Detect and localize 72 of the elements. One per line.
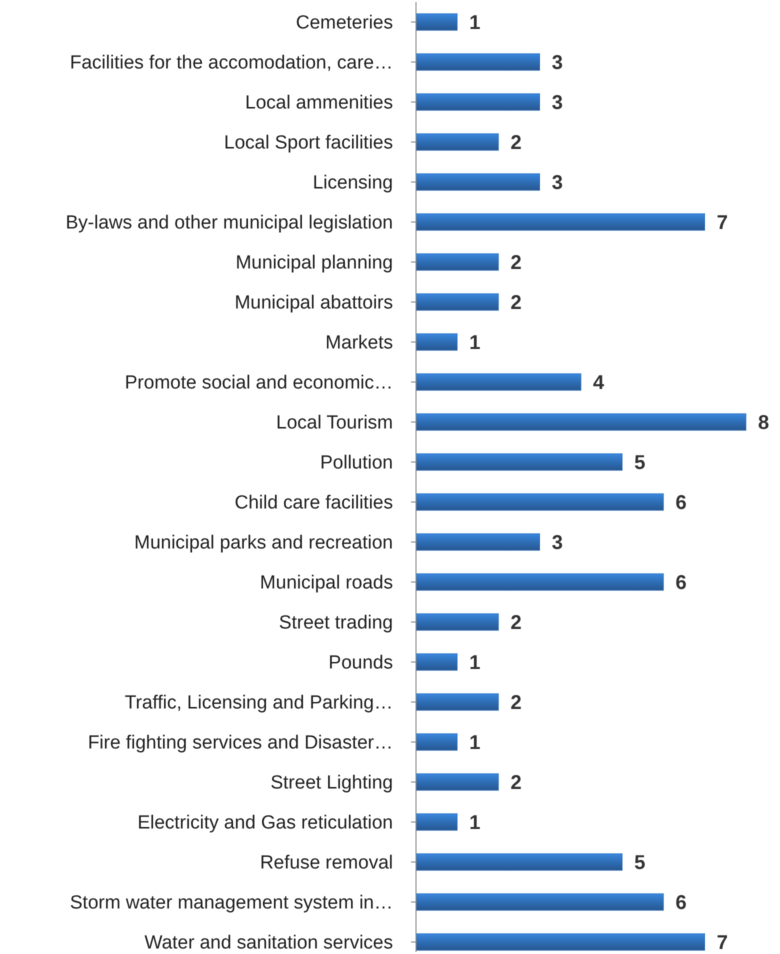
bar	[416, 933, 705, 951]
data-label: 3	[552, 52, 563, 74]
y-tick-label: Refuse removal	[260, 852, 393, 874]
y-tick-label: Child care facilities	[234, 492, 393, 514]
bar	[416, 453, 622, 471]
y-tick-label: Local ammenities	[245, 92, 393, 114]
y-tick-label: Cemeteries	[296, 12, 393, 34]
data-label: 4	[593, 372, 605, 394]
y-tick-label: Water and sanitation services	[144, 932, 393, 954]
data-label: 1	[469, 332, 480, 354]
data-label: 5	[634, 852, 646, 874]
y-tick-label: Municipal parks and recreation	[134, 532, 393, 554]
bar	[416, 693, 499, 711]
data-label: 7	[716, 212, 728, 234]
bar	[416, 813, 458, 831]
bar	[416, 373, 582, 391]
data-label: 2	[510, 772, 522, 794]
y-tick-label: Storm water management system in…	[70, 892, 393, 914]
data-label: 1	[469, 652, 480, 674]
data-label: 2	[510, 612, 522, 634]
y-tick-label: Pounds	[328, 652, 393, 674]
data-label: 3	[552, 532, 563, 554]
bar	[416, 493, 664, 511]
data-label: 6	[676, 572, 687, 594]
bar	[416, 853, 622, 871]
data-label: 2	[510, 252, 522, 274]
bar	[416, 133, 499, 151]
data-label: 2	[510, 132, 522, 154]
y-tick-label: Street Lighting	[270, 772, 393, 794]
data-label: 6	[676, 492, 687, 514]
y-tick-label: Licensing	[312, 172, 393, 194]
bar	[416, 613, 499, 631]
y-tick-label: Municipal abattoirs	[234, 292, 393, 314]
y-tick-label: Traffic, Licensing and Parking…	[124, 692, 393, 714]
data-label: 3	[552, 172, 563, 194]
bar	[416, 13, 458, 31]
bar	[416, 53, 540, 71]
data-label: 5	[634, 452, 646, 474]
y-tick-label: Electricity and Gas reticulation	[137, 812, 393, 834]
bar	[416, 733, 458, 751]
bar	[416, 893, 664, 911]
bar	[416, 653, 458, 671]
bar	[416, 173, 540, 191]
y-tick-label: By-laws and other municipal legislation	[66, 212, 393, 234]
bar	[416, 533, 540, 551]
data-label: 3	[552, 92, 563, 114]
y-tick-label: Markets	[325, 332, 393, 354]
data-label: 1	[469, 12, 480, 34]
y-tick-label: Promote social and economic…	[124, 372, 393, 394]
y-tick-label: Fire fighting services and Disaster…	[88, 732, 393, 754]
y-tick-label: Local Sport facilities	[224, 132, 393, 154]
data-label: 1	[469, 812, 480, 834]
y-tick-label: Facilities for the accomodation, care…	[70, 52, 393, 74]
bar	[416, 93, 540, 111]
bar	[416, 213, 705, 231]
y-tick-label: Street trading	[278, 612, 393, 634]
y-tick-label: Municipal roads	[260, 572, 393, 594]
data-label: 7	[716, 932, 728, 954]
bar	[416, 573, 664, 591]
bar	[416, 253, 499, 271]
data-label: 2	[510, 692, 522, 714]
bar	[416, 773, 499, 791]
y-tick-label: Local Tourism	[276, 412, 393, 434]
data-label: 8	[758, 412, 770, 434]
bar	[416, 333, 458, 351]
data-label: 1	[469, 732, 480, 754]
bar	[416, 413, 746, 431]
data-label: 2	[510, 292, 522, 314]
bar	[416, 293, 499, 311]
data-label: 6	[676, 892, 687, 914]
y-tick-label: Pollution	[320, 452, 393, 474]
y-tick-label: Municipal planning	[236, 252, 393, 274]
